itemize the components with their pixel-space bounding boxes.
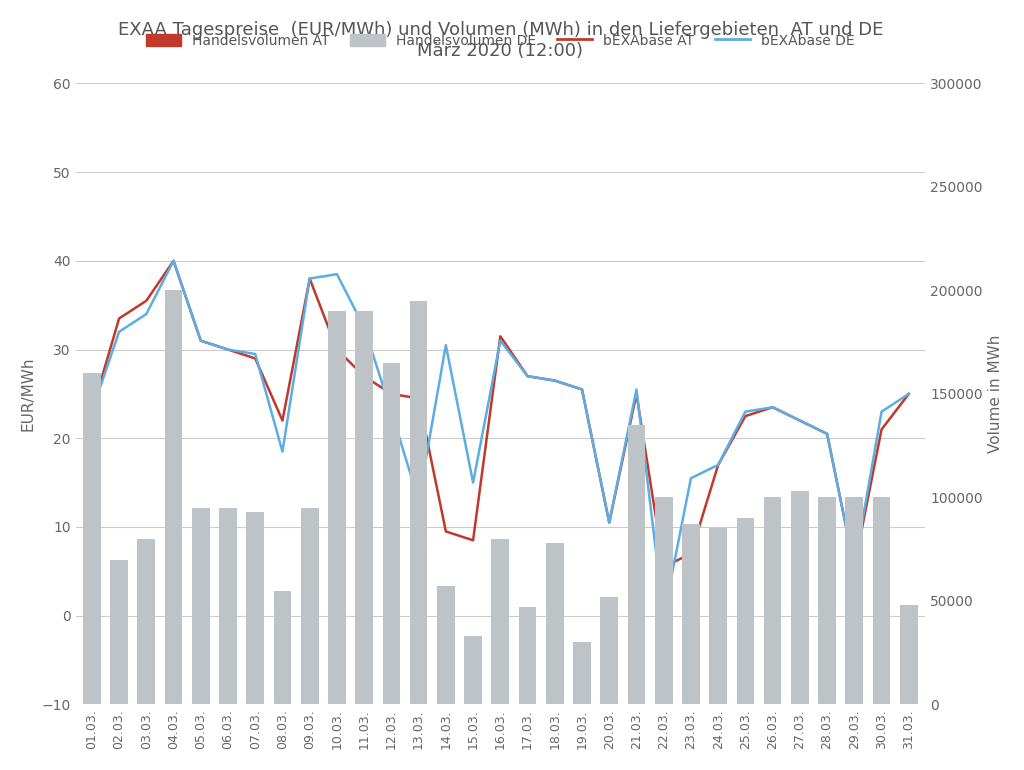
Legend: Handelsvolumen AT, Handelsvolumen DE, bEXAbase AT, bEXAbase DE: Handelsvolumen AT, Handelsvolumen DE, bE…	[140, 28, 860, 53]
Bar	[328, 311, 346, 705]
Bar	[383, 677, 400, 705]
Bar	[355, 311, 373, 705]
Bar	[682, 524, 699, 705]
Bar	[546, 681, 563, 705]
Bar	[655, 683, 673, 705]
Bar	[165, 671, 182, 705]
Bar	[764, 680, 781, 705]
Bar	[328, 674, 346, 705]
Bar	[301, 675, 318, 705]
Bar	[573, 681, 591, 705]
Bar	[791, 681, 809, 705]
Bar	[764, 497, 781, 705]
Bar	[600, 681, 618, 705]
Bar	[655, 497, 673, 705]
Bar	[247, 677, 264, 705]
Bar	[219, 675, 237, 705]
Bar	[219, 507, 237, 705]
Y-axis label: EUR/MWh: EUR/MWh	[20, 357, 36, 431]
Bar	[301, 507, 318, 705]
Bar	[111, 560, 128, 705]
Bar	[519, 683, 537, 705]
Bar	[900, 605, 918, 705]
Bar	[383, 363, 400, 705]
Bar	[872, 681, 891, 705]
Bar	[247, 512, 264, 705]
Bar	[464, 681, 482, 705]
Bar	[736, 681, 755, 705]
Bar	[83, 373, 100, 705]
Bar	[846, 497, 863, 705]
Bar	[273, 591, 291, 705]
Bar	[137, 678, 156, 705]
Bar	[273, 678, 291, 705]
Y-axis label: Volume in MWh: Volume in MWh	[988, 335, 1004, 453]
Bar	[818, 681, 836, 705]
Bar	[546, 543, 563, 705]
Bar	[191, 507, 210, 705]
Bar	[83, 681, 100, 705]
Bar	[355, 680, 373, 705]
Bar	[682, 684, 699, 705]
Bar	[191, 674, 210, 705]
Bar	[628, 425, 645, 705]
Bar	[519, 607, 537, 705]
Bar	[464, 636, 482, 705]
Bar	[410, 301, 427, 705]
Bar	[600, 597, 618, 705]
Bar	[900, 681, 918, 705]
Bar	[492, 681, 509, 705]
Bar	[437, 681, 455, 705]
Title: EXAA Tagespreise  (EUR/MWh) und Volumen (MWh) in den Liefergebieten  AT und DE
M: EXAA Tagespreise (EUR/MWh) und Volumen (…	[118, 21, 883, 59]
Bar	[492, 539, 509, 705]
Bar	[628, 683, 645, 705]
Bar	[818, 497, 836, 705]
Bar	[165, 290, 182, 705]
Bar	[111, 681, 128, 705]
Bar	[872, 497, 891, 705]
Bar	[437, 587, 455, 705]
Bar	[573, 642, 591, 705]
Bar	[410, 678, 427, 705]
Bar	[736, 518, 755, 705]
Bar	[846, 684, 863, 705]
Bar	[791, 491, 809, 705]
Bar	[710, 684, 727, 705]
Bar	[137, 539, 156, 705]
Bar	[710, 528, 727, 705]
